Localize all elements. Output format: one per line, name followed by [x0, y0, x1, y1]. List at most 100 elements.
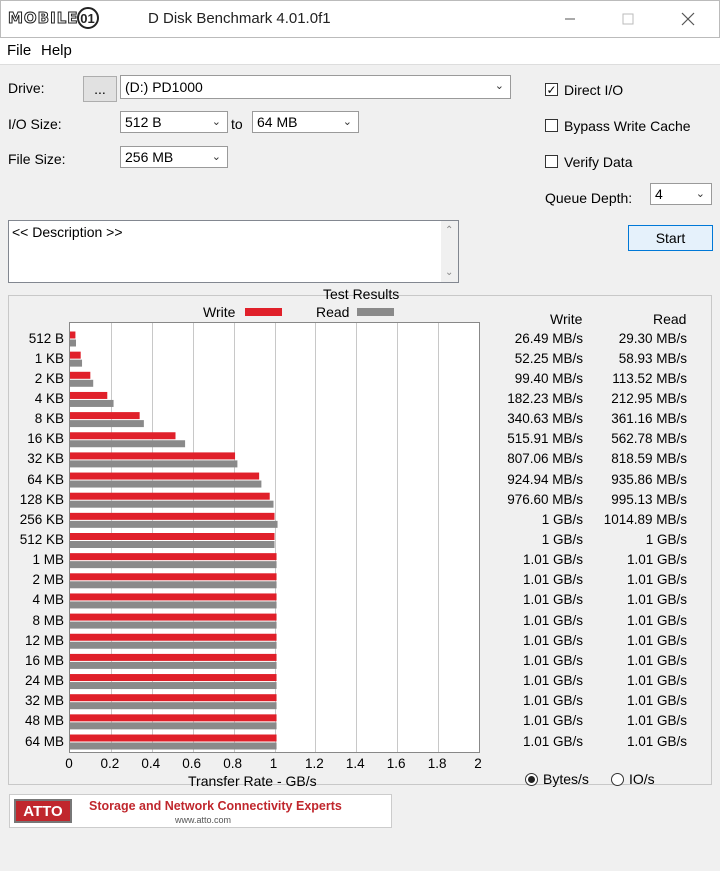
read-result-value: 361.16 MB/s: [611, 411, 687, 427]
radio-dot: [528, 776, 535, 783]
read-result-value: 995.13 MB/s: [611, 491, 687, 507]
io-size-to-select[interactable]: 64 MB ⌄: [252, 111, 359, 133]
verify-data-checkbox[interactable]: [545, 155, 558, 168]
read-result-value: 1.01 GB/s: [626, 572, 687, 588]
write-result-value: 1.01 GB/s: [522, 693, 583, 709]
read-bar: [70, 420, 144, 428]
results-title: Test Results: [323, 286, 400, 302]
write-result-value: 1.01 GB/s: [522, 733, 583, 749]
queue-depth-value: 4: [655, 186, 663, 202]
direct-io-checkbox[interactable]: ✓: [545, 83, 558, 96]
read-bar: [70, 440, 186, 448]
close-icon[interactable]: [668, 6, 708, 32]
window-title: D Disk Benchmark 4.01.0f1: [148, 10, 331, 27]
description-textarea[interactable]: << Description >> ⌃ ⌄: [8, 220, 459, 283]
scrollbar[interactable]: ⌃ ⌄: [441, 221, 458, 282]
read-bar: [70, 661, 277, 669]
write-bar: [70, 371, 91, 379]
menu-bar: [0, 38, 720, 65]
write-bar: [70, 694, 277, 702]
write-bar: [70, 714, 277, 722]
y-tick-label: 32 MB: [24, 693, 64, 709]
maximize-icon[interactable]: [608, 6, 648, 32]
write-column-header: Write: [550, 311, 583, 327]
read-result-value: 818.59 MB/s: [611, 451, 687, 467]
read-result-value: 58.93 MB/s: [618, 350, 687, 366]
minimize-icon[interactable]: [550, 6, 590, 32]
read-result-value: 1 GB/s: [645, 532, 687, 547]
write-result-value: 976.60 MB/s: [507, 491, 583, 507]
read-bar: [70, 480, 262, 488]
x-axis-label: Transfer Rate - GB/s: [188, 773, 317, 789]
write-result-value: 1 GB/s: [541, 532, 583, 547]
write-bar: [70, 613, 277, 621]
write-result-value: 924.94 MB/s: [507, 471, 583, 487]
chevron-down-icon[interactable]: ⌄: [445, 267, 454, 278]
read-result-value: 1.01 GB/s: [626, 673, 687, 689]
x-tick-label: 0.4: [141, 756, 161, 771]
write-bar: [70, 573, 277, 581]
read-bar: [70, 581, 277, 589]
read-bar: [70, 460, 238, 468]
io-radio[interactable]: [611, 773, 624, 786]
read-bar: [70, 500, 274, 508]
x-tick-label: 1.4: [345, 756, 365, 771]
read-result-value: 1.01 GB/s: [626, 612, 687, 628]
write-result-value: 1.01 GB/s: [522, 552, 583, 568]
y-tick-label: 12 MB: [24, 632, 64, 648]
banner-url: www.atto.com: [175, 815, 232, 825]
write-result-value: 99.40 MB/s: [514, 370, 583, 386]
read-result-value: 1.01 GB/s: [626, 733, 687, 749]
y-tick-label: 24 MB: [24, 673, 64, 689]
bar-chart: [70, 323, 439, 752]
read-result-value: 29.30 MB/s: [618, 330, 687, 346]
title-bar: [0, 0, 720, 38]
y-tick-label: 256 KB: [19, 511, 64, 527]
atto-banner[interactable]: ATTO Storage and Network Connectivity Ex…: [9, 794, 392, 828]
logo-text: MOBILE: [8, 9, 79, 28]
write-result-value: 1.01 GB/s: [522, 673, 583, 689]
write-bar: [70, 492, 270, 500]
browse-button[interactable]: ...: [83, 76, 117, 102]
write-result-value: 807.06 MB/s: [507, 451, 583, 467]
chevron-up-icon[interactable]: ⌃: [445, 225, 454, 236]
legend-read-label: Read: [316, 304, 350, 320]
write-result-value: 1 GB/s: [541, 511, 583, 527]
read-result-value: 113.52 MB/s: [612, 370, 687, 386]
bytes-radio[interactable]: [525, 773, 538, 786]
y-tick-label: 8 KB: [34, 411, 64, 427]
read-result-value: 212.95 MB/s: [611, 390, 687, 406]
queue-depth-select[interactable]: 4 ⌄: [650, 183, 712, 205]
y-tick-label: 512 B: [28, 330, 64, 346]
y-tick-label: 2 KB: [34, 370, 64, 386]
x-tick-label: 0.2: [100, 756, 120, 771]
read-result-value: 1.01 GB/s: [626, 552, 687, 568]
y-tick-label: 8 MB: [32, 612, 64, 628]
write-bar: [70, 674, 277, 682]
read-result-value: 1.01 GB/s: [626, 592, 687, 608]
legend-write-label: Write: [203, 304, 236, 320]
write-bar: [70, 351, 81, 359]
menu-help[interactable]: Help: [41, 42, 72, 59]
io-radio-label: IO/s: [629, 771, 655, 787]
y-tick-label: 128 KB: [19, 491, 64, 507]
start-button[interactable]: Start: [628, 225, 713, 251]
y-tick-label: 4 KB: [34, 390, 64, 406]
y-tick-label: 4 MB: [32, 592, 64, 608]
read-result-value: 1014.89 MB/s: [603, 511, 687, 527]
io-to-value: 64 MB: [257, 114, 298, 130]
x-tick-label: 1.6: [386, 756, 406, 771]
write-bar: [70, 734, 277, 742]
io-size-from-select[interactable]: 512 B ⌄: [120, 111, 228, 133]
menu-file[interactable]: File: [7, 42, 32, 59]
y-tick-label: 16 MB: [24, 652, 64, 668]
write-bar: [70, 452, 236, 460]
x-tick-label: 1.8: [427, 756, 447, 771]
chevron-down-icon: ⌄: [211, 151, 221, 163]
write-bar: [70, 391, 108, 399]
x-tick-label: 1.2: [305, 756, 324, 771]
file-size-select[interactable]: 256 MB ⌄: [120, 146, 228, 168]
drive-select[interactable]: (D:) PD1000 ⌄: [120, 75, 511, 99]
write-bar: [70, 653, 277, 661]
bypass-cache-checkbox[interactable]: [545, 119, 558, 132]
